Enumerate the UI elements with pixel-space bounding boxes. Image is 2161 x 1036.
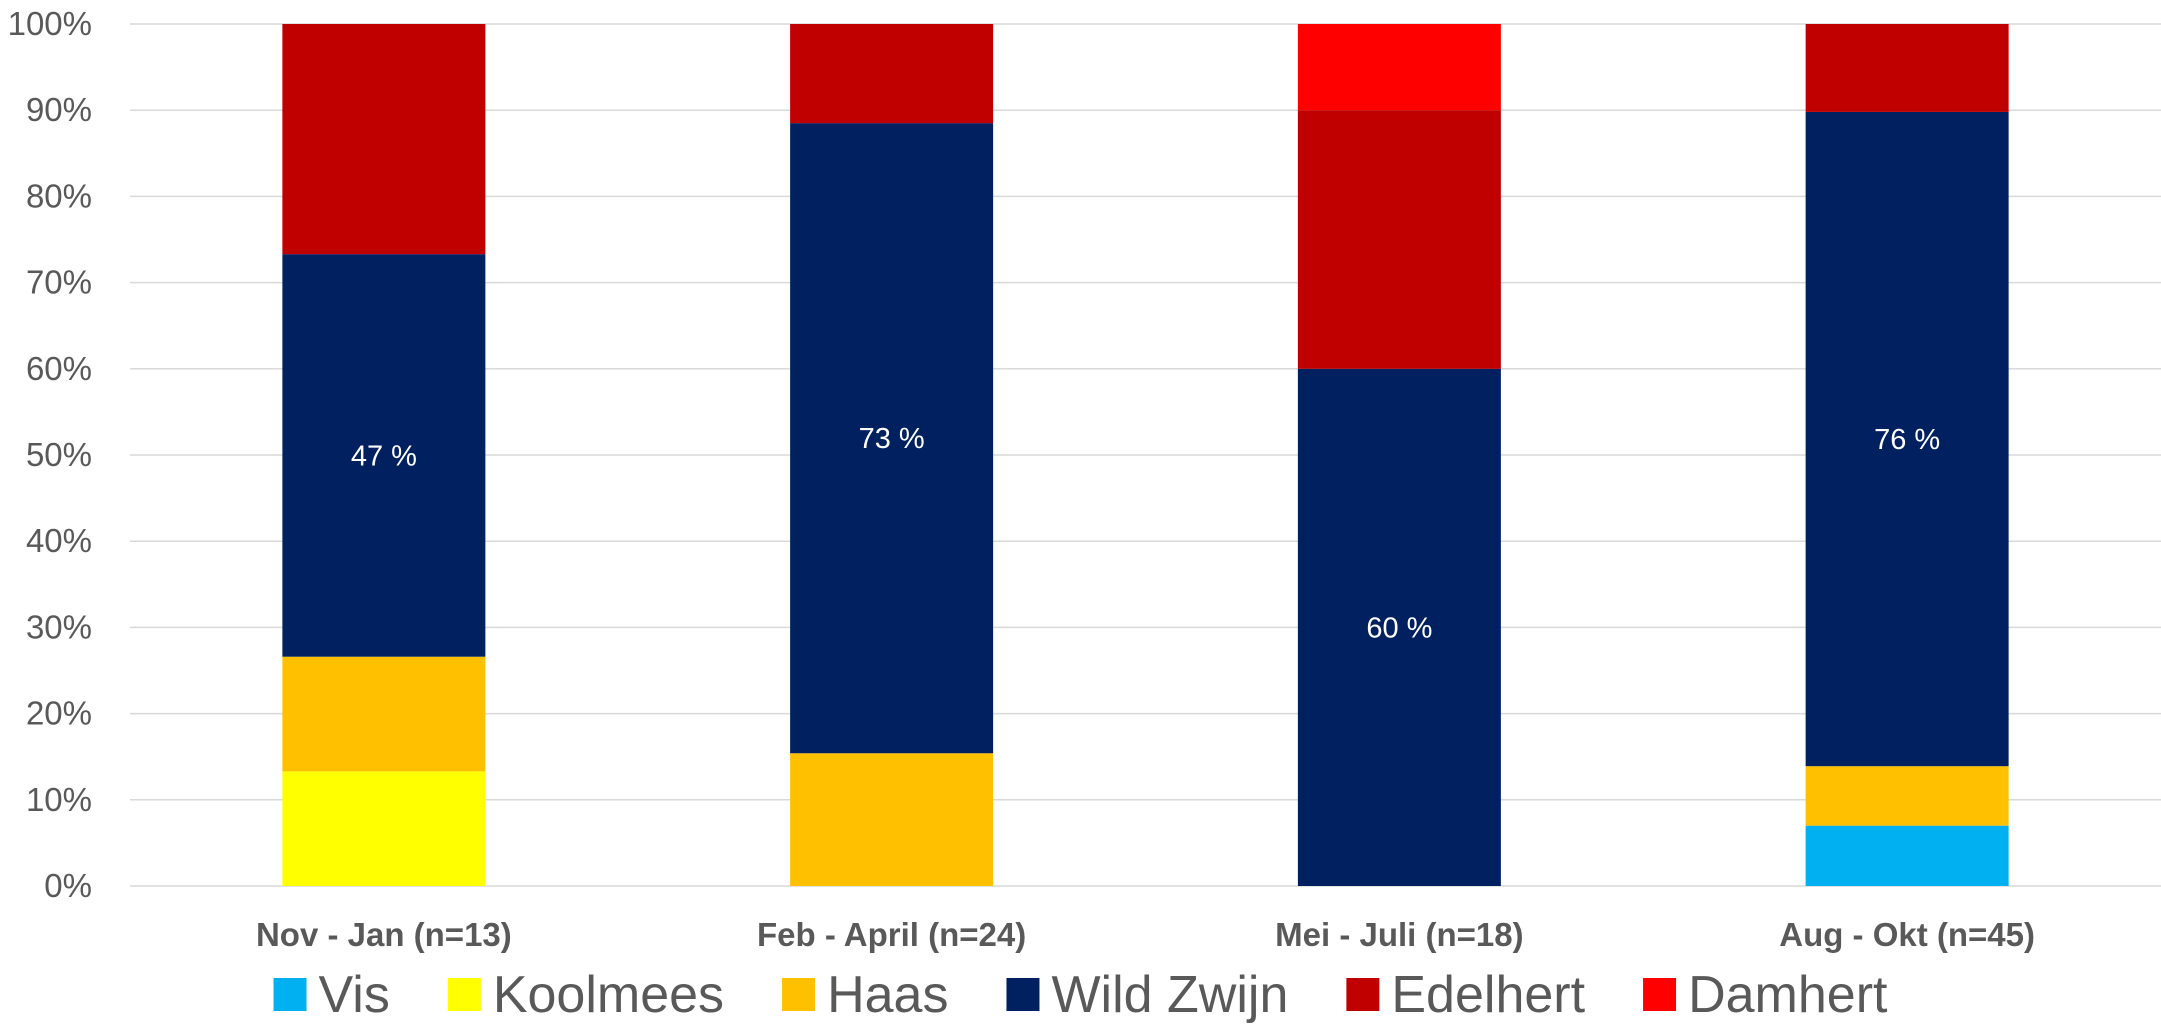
legend-label: Damhert <box>1688 966 1888 1024</box>
bars <box>282 24 2009 886</box>
legend-label: Koolmees <box>493 966 724 1024</box>
legend-swatch <box>1346 978 1380 1011</box>
data-labels: 47 % 73 % 60 % 76 % <box>351 423 1940 644</box>
data-label: 60 % <box>1366 612 1432 644</box>
bar-segment <box>1297 368 1501 886</box>
legend-swatch <box>447 978 481 1011</box>
y-axis-ticks: 0% 10% 20% 30% 40% 50% 60% 70% 80% 90% 100% <box>8 5 92 904</box>
bar-segment <box>282 24 486 255</box>
x-tick-label: Feb - April (n=24) <box>757 916 1026 953</box>
y-tick-label: 60% <box>26 350 92 387</box>
legend-swatch <box>273 978 307 1011</box>
x-tick-label: Nov - Jan (n=13) <box>256 916 512 953</box>
y-tick-label: 40% <box>26 522 92 559</box>
x-axis-ticks: Nov - Jan (n=13) Feb - April (n=24) Mei - … <box>256 916 2035 953</box>
legend: Vis Koolmees Haas Wild Zwijn Edelhert Damhert <box>273 966 1888 1024</box>
bar-segment <box>1297 24 1501 111</box>
y-tick-label: 100% <box>8 5 92 42</box>
y-tick-label: 90% <box>26 91 92 128</box>
x-tick-label: Mei - Juli (n=18) <box>1275 916 1523 953</box>
data-label: 73 % <box>859 423 925 455</box>
legend-swatch <box>1643 978 1677 1011</box>
legend-label: Edelhert <box>1391 966 1585 1024</box>
data-label: 76 % <box>1874 424 1940 456</box>
bar-segment <box>282 771 486 886</box>
bar-segment <box>1805 24 2009 112</box>
y-tick-label: 10% <box>26 781 92 818</box>
bar-segment <box>790 24 994 124</box>
x-tick-label: Aug - Okt (n=45) <box>1779 916 2035 953</box>
data-label: 47 % <box>351 440 417 472</box>
bar-segment <box>790 123 994 754</box>
bar-segment <box>1805 766 2009 826</box>
legend-swatch <box>1006 978 1040 1011</box>
y-tick-label: 20% <box>26 695 92 732</box>
bar-segment <box>282 254 486 657</box>
bar-segment <box>1805 111 2009 767</box>
y-tick-label: 0% <box>44 867 92 904</box>
y-tick-label: 30% <box>26 608 92 645</box>
bar-segment <box>1805 825 2009 886</box>
legend-label: Vis <box>319 966 390 1024</box>
y-tick-label: 50% <box>26 436 92 473</box>
y-tick-label: 80% <box>26 177 92 214</box>
bar-segment <box>1297 110 1501 369</box>
bar-segment <box>282 656 486 772</box>
legend-swatch <box>782 978 816 1011</box>
legend-label: Wild Zwijn <box>1051 966 1288 1024</box>
y-tick-label: 70% <box>26 264 92 301</box>
bar-segment <box>790 753 994 886</box>
legend-label: Haas <box>827 966 948 1024</box>
